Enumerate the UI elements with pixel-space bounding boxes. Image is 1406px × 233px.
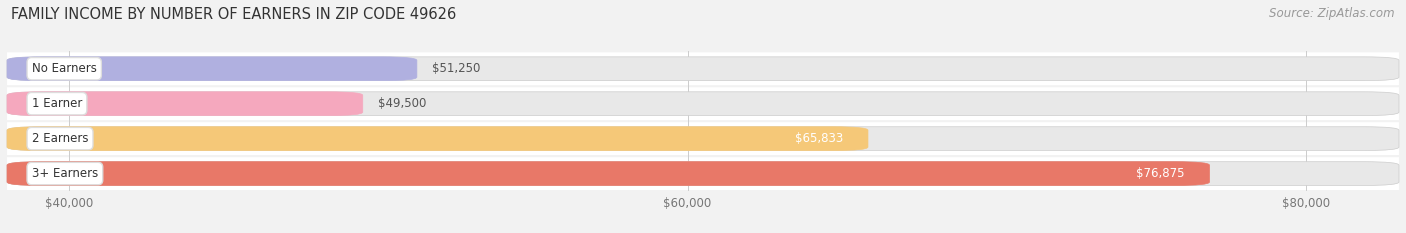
FancyBboxPatch shape <box>7 162 1399 185</box>
FancyBboxPatch shape <box>7 57 1399 81</box>
Text: 1 Earner: 1 Earner <box>32 97 82 110</box>
FancyBboxPatch shape <box>7 52 1399 85</box>
FancyBboxPatch shape <box>7 87 1399 120</box>
FancyBboxPatch shape <box>7 127 868 151</box>
FancyBboxPatch shape <box>7 162 1209 185</box>
FancyBboxPatch shape <box>7 92 1399 116</box>
Text: $49,500: $49,500 <box>378 97 426 110</box>
Text: $65,833: $65,833 <box>794 132 844 145</box>
FancyBboxPatch shape <box>7 57 416 81</box>
FancyBboxPatch shape <box>7 127 1399 151</box>
FancyBboxPatch shape <box>7 157 1399 190</box>
Text: FAMILY INCOME BY NUMBER OF EARNERS IN ZIP CODE 49626: FAMILY INCOME BY NUMBER OF EARNERS IN ZI… <box>11 7 457 22</box>
Text: 2 Earners: 2 Earners <box>32 132 89 145</box>
FancyBboxPatch shape <box>7 92 363 116</box>
Text: No Earners: No Earners <box>32 62 97 75</box>
Text: Source: ZipAtlas.com: Source: ZipAtlas.com <box>1270 7 1395 20</box>
Text: $51,250: $51,250 <box>433 62 481 75</box>
Text: $76,875: $76,875 <box>1136 167 1185 180</box>
Text: 3+ Earners: 3+ Earners <box>32 167 98 180</box>
FancyBboxPatch shape <box>7 122 1399 155</box>
